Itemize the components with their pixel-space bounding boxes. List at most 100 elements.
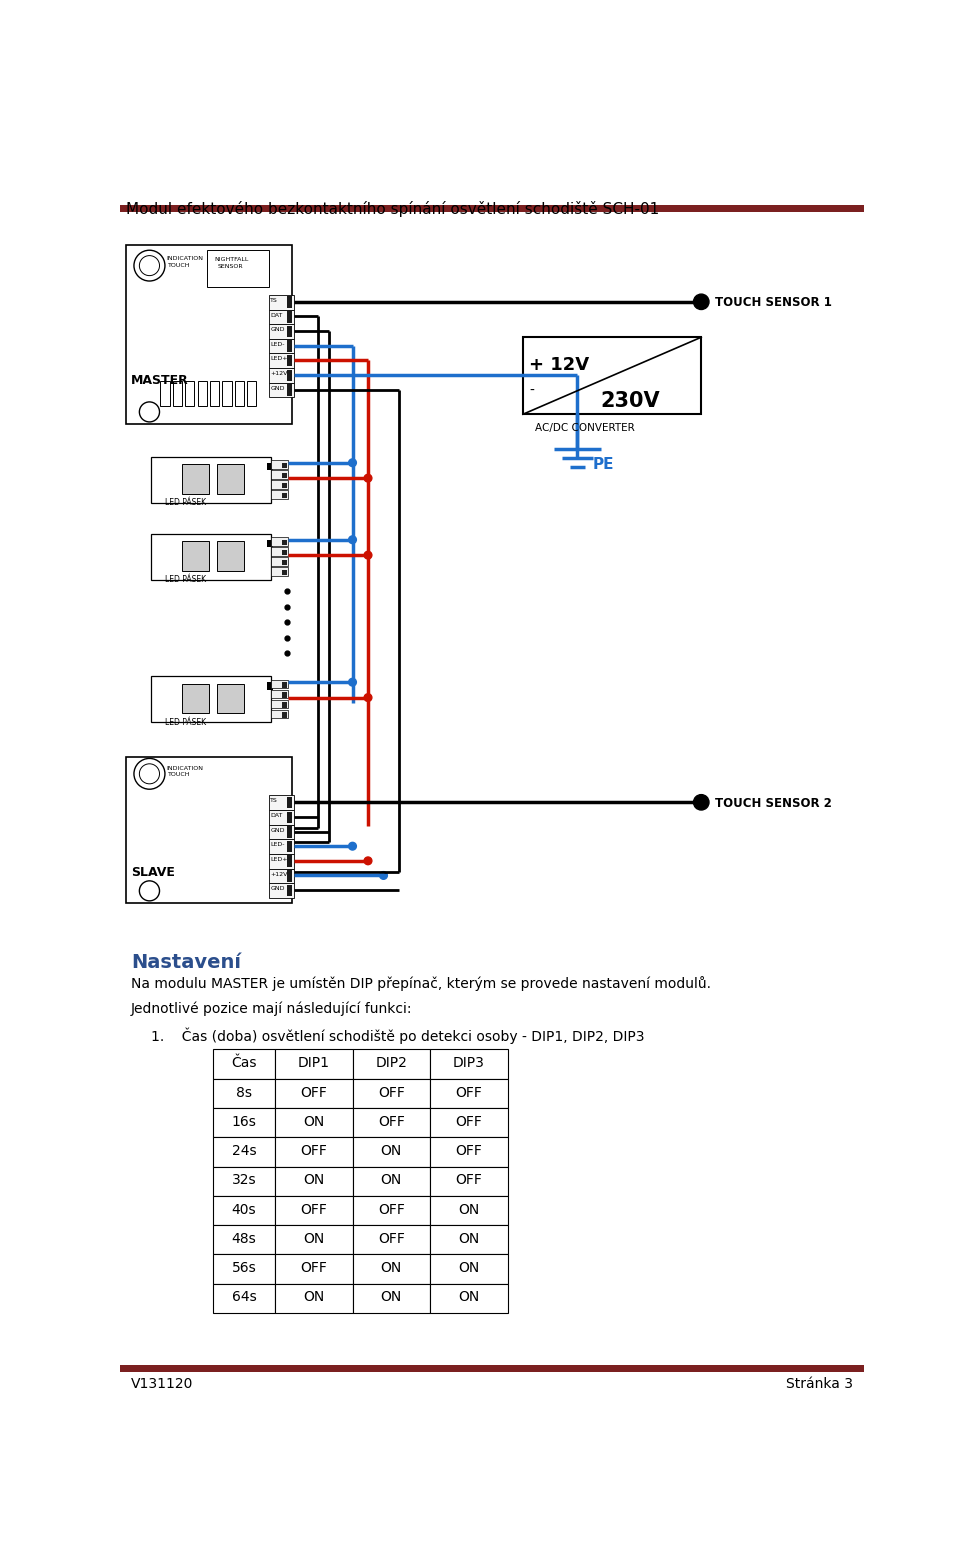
Bar	[523, 337, 701, 415]
Bar	[151, 677, 271, 722]
Bar	[269, 795, 294, 811]
Text: GND: GND	[271, 886, 285, 892]
Bar	[269, 324, 294, 338]
Bar	[213, 1108, 275, 1137]
Text: Na modulu MASTER je umístěn DIP přepínač, kterým se provede nastavení modulů.: Na modulu MASTER je umístěn DIP přepínač…	[131, 976, 710, 992]
Text: PE: PE	[592, 457, 614, 471]
Circle shape	[134, 251, 165, 281]
Bar	[430, 1079, 508, 1108]
Bar	[173, 380, 182, 405]
Bar	[269, 825, 294, 839]
Bar	[271, 471, 288, 479]
Bar	[287, 870, 292, 882]
Text: DAT: DAT	[271, 814, 283, 818]
Text: ON: ON	[303, 1232, 324, 1246]
Bar	[271, 680, 288, 689]
Text: GND: GND	[271, 385, 285, 391]
Bar	[430, 1283, 508, 1313]
Bar	[282, 493, 287, 499]
Bar	[287, 340, 292, 352]
Text: ON: ON	[303, 1115, 324, 1129]
Bar	[213, 1255, 275, 1283]
Text: 32s: 32s	[231, 1174, 256, 1188]
Bar	[269, 854, 294, 868]
Bar	[217, 684, 244, 712]
Circle shape	[364, 857, 372, 865]
Bar	[275, 1196, 352, 1225]
Bar	[269, 354, 294, 368]
Text: NIGHTFALL: NIGHTFALL	[214, 257, 249, 262]
Bar	[282, 683, 287, 688]
Text: SLAVE: SLAVE	[131, 867, 175, 879]
Bar	[267, 539, 274, 547]
Text: OFF: OFF	[378, 1232, 405, 1246]
Bar	[430, 1225, 508, 1255]
Circle shape	[139, 256, 159, 276]
Text: TS: TS	[271, 298, 278, 302]
Bar	[271, 558, 288, 566]
Bar	[271, 700, 288, 708]
Bar	[267, 463, 274, 471]
Bar	[287, 884, 292, 896]
Bar	[275, 1108, 352, 1137]
Bar	[352, 1137, 430, 1166]
Bar	[120, 1366, 864, 1372]
Text: LED PÁSEK: LED PÁSEK	[165, 575, 206, 585]
Circle shape	[348, 842, 356, 850]
Bar	[352, 1196, 430, 1225]
Text: SENSOR: SENSOR	[218, 263, 243, 270]
Bar	[120, 220, 864, 910]
Text: 8s: 8s	[236, 1085, 252, 1099]
Bar	[430, 1196, 508, 1225]
Text: OFF: OFF	[300, 1144, 327, 1158]
Text: ON: ON	[380, 1291, 402, 1305]
Bar	[271, 491, 288, 499]
Bar	[287, 826, 292, 837]
Bar	[271, 691, 288, 698]
Bar	[352, 1108, 430, 1137]
Bar	[269, 338, 294, 354]
Circle shape	[693, 795, 709, 811]
Circle shape	[139, 402, 159, 422]
Bar	[271, 547, 288, 557]
Circle shape	[139, 881, 159, 901]
Circle shape	[134, 758, 165, 789]
Bar	[185, 380, 195, 405]
Bar	[182, 465, 209, 494]
Text: OFF: OFF	[455, 1174, 482, 1188]
Bar	[282, 483, 287, 488]
Bar	[120, 204, 864, 212]
Text: 16s: 16s	[231, 1115, 256, 1129]
Text: LED PÁSEK: LED PÁSEK	[165, 717, 206, 726]
Text: Stránka 3: Stránka 3	[786, 1377, 853, 1391]
Bar	[287, 355, 292, 366]
Text: ON: ON	[380, 1261, 402, 1275]
Text: MASTER: MASTER	[131, 374, 188, 387]
Text: TOUCH: TOUCH	[168, 262, 190, 268]
Bar	[275, 1079, 352, 1108]
Bar	[430, 1108, 508, 1137]
Bar	[282, 712, 287, 717]
Bar	[287, 312, 292, 323]
Bar	[430, 1166, 508, 1196]
Bar	[269, 811, 294, 825]
Bar	[287, 384, 292, 396]
Bar	[282, 560, 287, 566]
Bar	[271, 460, 288, 469]
Bar	[275, 1166, 352, 1196]
Bar	[287, 856, 292, 867]
Bar	[430, 1255, 508, 1283]
Bar	[282, 550, 287, 555]
Bar	[430, 1137, 508, 1166]
Text: ON: ON	[303, 1174, 324, 1188]
Text: +12V: +12V	[271, 371, 288, 376]
Bar	[213, 1049, 275, 1079]
Bar	[287, 296, 292, 309]
Text: OFF: OFF	[378, 1115, 405, 1129]
Circle shape	[364, 694, 372, 702]
Bar	[287, 812, 292, 823]
Bar	[275, 1049, 352, 1079]
Text: + 12V: + 12V	[529, 357, 589, 374]
Bar	[213, 1137, 275, 1166]
Bar	[217, 465, 244, 494]
